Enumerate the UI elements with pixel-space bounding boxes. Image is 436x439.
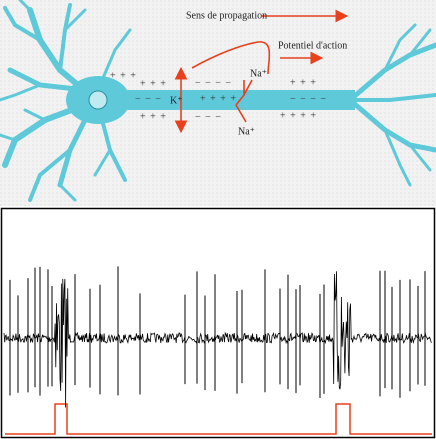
- charge-sign: + + + +: [280, 110, 317, 121]
- potassium-label: K⁺: [170, 95, 183, 106]
- neuron-diagram: Sens de propagation Potentiel d'action K…: [0, 0, 436, 206]
- sodium-label: Na⁺: [238, 126, 255, 137]
- charge-sign: − − − −: [290, 93, 327, 104]
- charge-sign: − − − −: [195, 77, 232, 88]
- charge-sign: + + +: [290, 77, 317, 88]
- charge-sign: − − −: [195, 111, 222, 122]
- sodium-label: Na⁺: [250, 68, 267, 79]
- charge-sign: + + +: [110, 70, 137, 81]
- charge-sign: + + +: [140, 78, 167, 89]
- page: Sens de propagation Potentiel d'action K…: [0, 0, 436, 439]
- recording-panel: [0, 206, 436, 439]
- propagation-label: Sens de propagation: [186, 10, 267, 21]
- charge-sign: + + + +: [200, 93, 237, 104]
- charge-sign: + + +: [140, 111, 167, 122]
- charge-sign: − − −: [135, 93, 162, 104]
- action-potential-label: Potentiel d'action: [278, 40, 347, 51]
- nucleus: [89, 91, 107, 109]
